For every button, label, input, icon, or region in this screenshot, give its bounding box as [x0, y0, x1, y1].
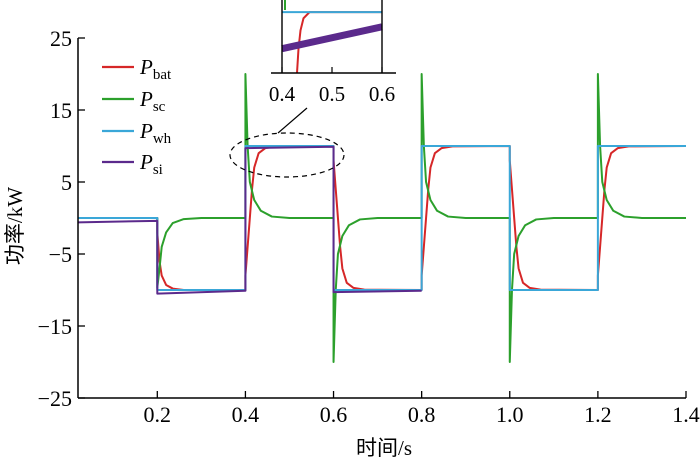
x-tick-label: 0.2	[144, 402, 172, 427]
legend-item-bat: Pbat	[102, 55, 172, 83]
inset-x-ticks: 0.4 0.5 0.6	[269, 67, 395, 106]
x-tick-label: 0.8	[408, 402, 436, 427]
legend-item-wh: Pwh	[102, 119, 172, 147]
legend-item-si: Psi	[102, 150, 163, 178]
legend-label-bat: Pbat	[139, 55, 172, 83]
zoom-region-ellipse	[229, 132, 345, 178]
legend-label-wh: Pwh	[139, 119, 172, 147]
legend-item-sc: Psc	[102, 87, 166, 115]
inset: 0.4 0.5 0.6	[269, 0, 396, 106]
x-tick-label: 1.4	[672, 402, 700, 427]
x-tick-label: 0.4	[232, 402, 260, 427]
x-ticks: 0.2 0.4 0.6 0.8 1.0 1.2 1.4	[144, 391, 700, 427]
series-layer	[77, 73, 687, 363]
y-ticks: 25 15 5 −5 −15 −25	[38, 26, 85, 411]
zoom-callout	[229, 107, 345, 178]
legend: Pbat Psc Pwh Psi	[102, 55, 172, 178]
inset-tick-label: 0.4	[269, 82, 296, 106]
legend-label-si: Psi	[139, 150, 163, 178]
legend-label-sc: Psc	[139, 87, 166, 115]
x-tick-label: 1.0	[496, 402, 524, 427]
x-tick-label: 1.2	[584, 402, 612, 427]
zoom-leader-line	[277, 107, 308, 134]
y-tick-label: −15	[38, 314, 72, 339]
x-tick-label: 0.6	[320, 402, 348, 427]
y-tick-label: −25	[38, 386, 72, 411]
x-axis-title: 时间/s	[356, 436, 412, 460]
y-tick-label: 25	[50, 26, 72, 51]
inset-line-si	[281, 23, 383, 53]
y-axis-title: 功率/kW	[3, 187, 27, 265]
series-line-wh	[78, 145, 686, 291]
series-line-sc	[78, 73, 686, 363]
y-tick-label: −5	[49, 242, 72, 267]
plot-area: 0.2 0.4 0.6 0.8 1.0 1.2 1.4 25 15 5 −5 −15 −25	[38, 26, 700, 427]
inset-tick-label: 0.5	[319, 82, 345, 106]
y-tick-label: 5	[61, 170, 72, 195]
y-tick-label: 15	[50, 98, 72, 123]
series-line-si	[77, 145, 422, 295]
inset-tick-label: 0.6	[369, 82, 395, 106]
inset-series-layer	[281, 0, 383, 74]
